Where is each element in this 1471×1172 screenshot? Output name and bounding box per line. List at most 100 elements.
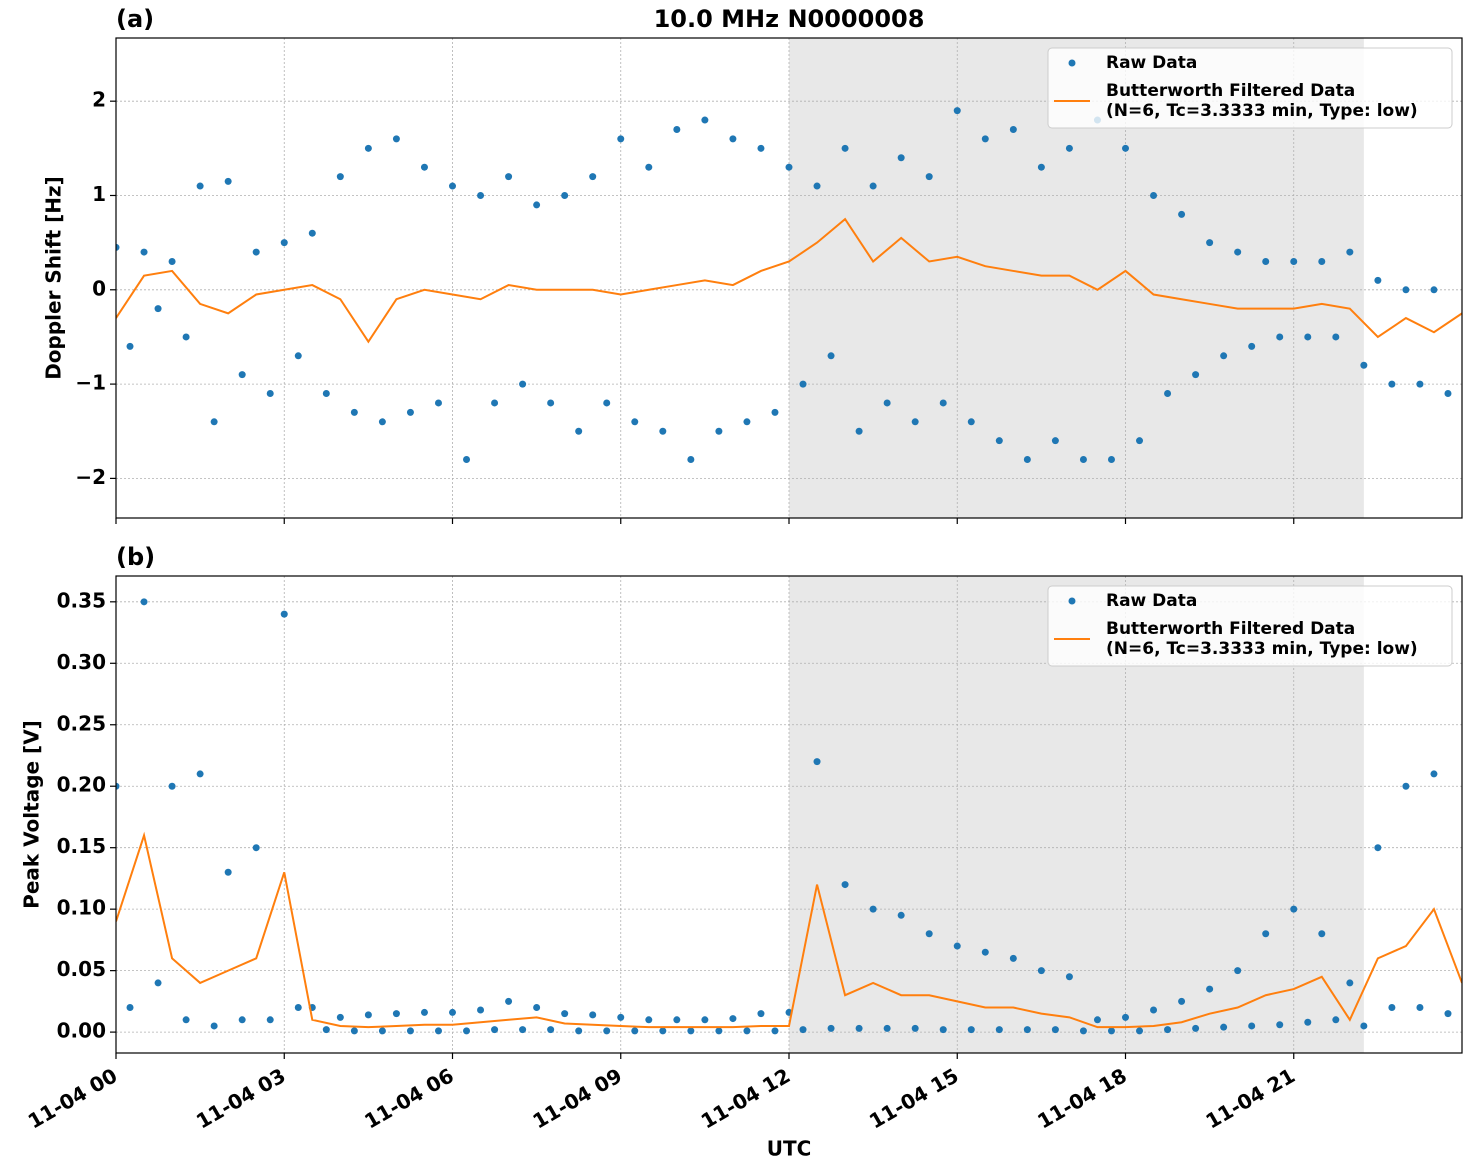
raw-point <box>1318 257 1326 265</box>
y-tick-label: 0.20 <box>57 773 106 797</box>
raw-point <box>1430 770 1438 778</box>
legend-label-line: Butterworth Filtered Data <box>1106 81 1355 101</box>
legend-label: Butterworth Filtered Data (N=6, Tc=3.3333… <box>1106 619 1418 659</box>
raw-point <box>350 408 358 416</box>
raw-point <box>224 177 232 185</box>
y-tick-label: 0.15 <box>57 834 106 858</box>
raw-point <box>1051 1026 1059 1034</box>
legend-marker <box>1068 597 1076 605</box>
raw-point <box>827 1024 835 1032</box>
axes-frame <box>115 575 1463 1054</box>
raw-point <box>1206 985 1214 993</box>
raw-point <box>785 163 793 171</box>
plot-area <box>116 598 1462 1035</box>
raw-point <box>1220 352 1228 360</box>
raw-point <box>1262 930 1270 938</box>
raw-point <box>463 456 471 464</box>
raw-point <box>645 163 653 171</box>
raw-point <box>1262 257 1270 265</box>
raw-point <box>196 770 204 778</box>
raw-point <box>434 1027 442 1035</box>
raw-point <box>406 408 414 416</box>
raw-point <box>378 1027 386 1035</box>
plot-area <box>116 107 1462 464</box>
raw-point <box>995 1026 1003 1034</box>
y-tick-label: 0 <box>92 276 106 300</box>
raw-point <box>1388 380 1396 388</box>
raw-point <box>1234 967 1242 975</box>
raw-point <box>1346 248 1354 256</box>
chart-title: 10.0 MHz N0000008 <box>654 5 925 33</box>
raw-point <box>575 427 583 435</box>
raw-point <box>182 333 190 341</box>
raw-point <box>1192 371 1200 379</box>
raw-point <box>533 201 541 209</box>
raw-point <box>1065 973 1073 981</box>
raw-point <box>869 905 877 913</box>
filtered-line <box>116 831 1462 1029</box>
raw-point <box>925 930 933 938</box>
legend: Raw Data Butterworth Filtered Data (N=6, T… <box>1047 585 1453 667</box>
raw-point <box>883 1024 891 1032</box>
raw-point <box>1023 456 1031 464</box>
raw-point <box>603 1027 611 1035</box>
raw-point <box>477 1006 485 1014</box>
raw-point <box>406 1027 414 1035</box>
raw-point <box>1276 1021 1284 1029</box>
raw-point <box>1248 1022 1256 1030</box>
raw-point <box>238 371 246 379</box>
raw-point <box>322 1026 330 1034</box>
raw-point <box>813 182 821 190</box>
y-tick-label: −2 <box>75 465 106 489</box>
raw-point <box>1178 997 1186 1005</box>
raw-point <box>210 1022 218 1030</box>
raw-point <box>1346 979 1354 987</box>
raw-point <box>392 1010 400 1018</box>
raw-point <box>126 342 134 350</box>
raw-point <box>308 229 316 237</box>
raw-point <box>911 1024 919 1032</box>
raw-point <box>1122 1013 1129 1021</box>
raw-point <box>322 390 330 398</box>
raw-point <box>953 107 961 115</box>
legend-label-line: Butterworth Filtered Data <box>1106 619 1355 639</box>
raw-point <box>1360 361 1368 369</box>
raw-point <box>547 1026 555 1034</box>
raw-point <box>743 418 751 426</box>
raw-point <box>1220 1023 1228 1031</box>
raw-point <box>1023 1026 1031 1034</box>
raw-point <box>1136 1027 1144 1035</box>
raw-point <box>420 163 428 171</box>
raw-point <box>1009 125 1017 133</box>
legend-label-line: Raw Data <box>1106 53 1197 73</box>
raw-point <box>434 399 442 407</box>
raw-point <box>589 173 597 181</box>
raw-point <box>617 1013 625 1021</box>
raw-point <box>939 399 947 407</box>
raw-point <box>813 758 821 766</box>
raw-point <box>449 1008 456 1016</box>
raw-point <box>715 1027 723 1035</box>
raw-point <box>771 408 779 416</box>
raw-point <box>1332 333 1340 341</box>
legend-label-line: (N=6, Tc=3.3333 min, Type: low) <box>1106 639 1418 659</box>
panel-label: (a) <box>116 5 154 33</box>
raw-point <box>505 173 513 181</box>
raw-point <box>1304 333 1312 341</box>
x-tick-label: 11-04 00 <box>24 1063 122 1133</box>
y-axis-label: Doppler Shift [Hz] <box>42 176 66 380</box>
raw-point <box>659 427 667 435</box>
raw-point <box>1304 1018 1312 1026</box>
raw-point <box>126 1004 134 1012</box>
raw-point <box>224 868 232 876</box>
y-tick-label: −1 <box>75 371 106 395</box>
legend: Raw Data Butterworth Filtered Data (N=6, T… <box>1047 47 1453 129</box>
raw-point <box>981 948 989 956</box>
x-tick-label: 11-04 03 <box>192 1063 290 1133</box>
x-tick-label: 11-04 06 <box>360 1063 458 1133</box>
raw-point <box>1037 163 1045 171</box>
raw-point <box>799 1026 807 1034</box>
y-tick-label: 1 <box>92 182 106 206</box>
